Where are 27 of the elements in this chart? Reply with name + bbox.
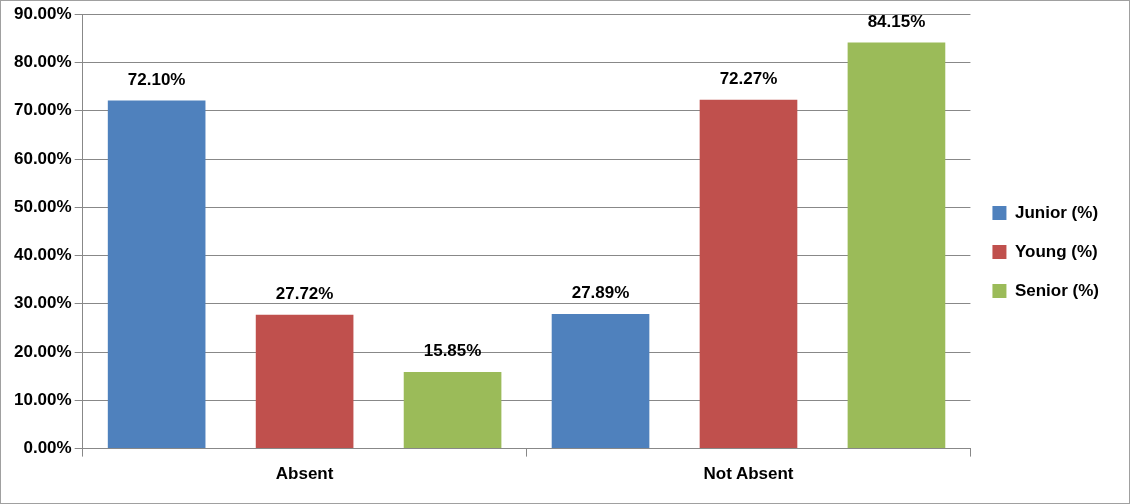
y-tick-label: 10.00% <box>13 390 72 410</box>
legend-label: Junior (%) <box>1014 202 1099 222</box>
y-tick-label: 20.00% <box>13 341 72 361</box>
y-tick-label: 90.00% <box>13 3 72 23</box>
bar <box>699 99 798 449</box>
y-tick-label: 70.00% <box>13 100 72 120</box>
y-tick-label: 80.00% <box>13 52 72 72</box>
y-tick-label: 60.00% <box>13 148 72 168</box>
bar <box>847 42 946 449</box>
data-label: 84.15% <box>867 11 926 31</box>
x-tick-label: Absent <box>275 464 334 484</box>
bar <box>403 372 502 449</box>
data-label: 27.89% <box>571 283 630 303</box>
y-tick-label: 0.00% <box>23 438 72 458</box>
x-tick-label: Not Absent <box>703 464 794 484</box>
data-label: 72.10% <box>127 69 186 89</box>
legend-label: Senior (%) <box>1014 280 1099 300</box>
bar <box>107 100 206 449</box>
data-label: 27.72% <box>275 283 334 303</box>
data-label: 15.85% <box>423 341 482 361</box>
bar <box>255 314 354 449</box>
data-label: 72.27% <box>719 68 778 88</box>
bar <box>551 313 650 449</box>
legend-label: Young (%) <box>1014 241 1098 261</box>
y-tick-label: 30.00% <box>13 293 72 313</box>
y-tick-label: 50.00% <box>13 196 72 216</box>
y-tick-label: 40.00% <box>13 245 72 265</box>
